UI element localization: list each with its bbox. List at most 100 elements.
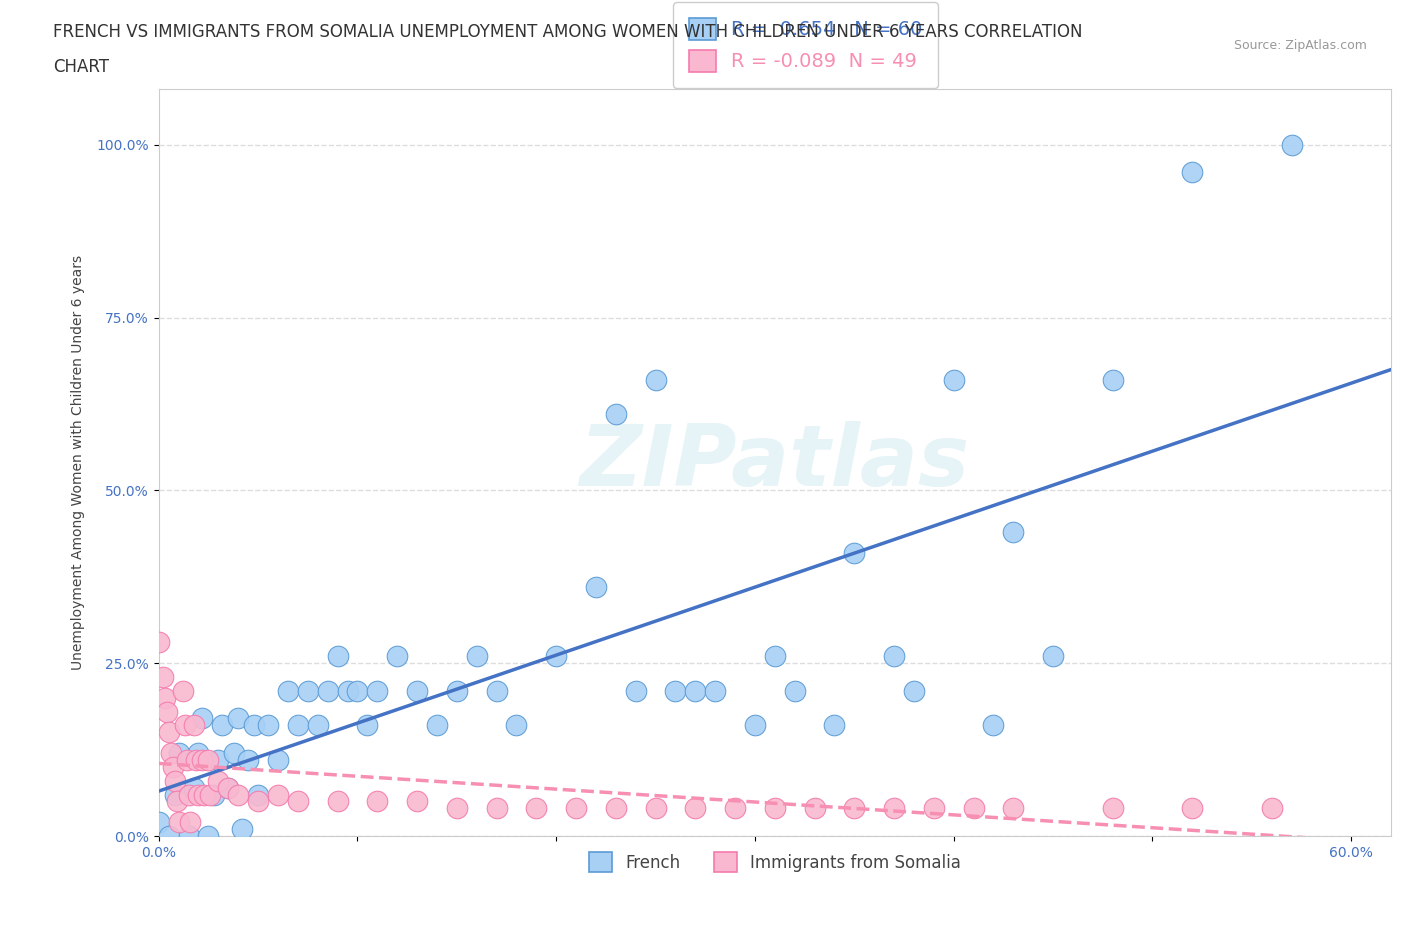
Point xyxy=(565,801,588,816)
Point xyxy=(346,684,368,698)
Point xyxy=(704,684,727,698)
Point xyxy=(152,670,174,684)
Point xyxy=(605,406,627,421)
Point xyxy=(366,684,388,698)
Point xyxy=(763,801,786,816)
Point xyxy=(297,684,319,698)
Y-axis label: Unemployment Among Women with Children Under 6 years: Unemployment Among Women with Children U… xyxy=(72,255,86,671)
Point xyxy=(624,684,647,698)
Point xyxy=(903,684,925,698)
Point xyxy=(157,724,180,739)
Point xyxy=(197,829,219,844)
Point xyxy=(187,787,209,802)
Point xyxy=(883,649,905,664)
Point xyxy=(177,787,200,802)
Point xyxy=(224,746,246,761)
Point xyxy=(226,711,249,726)
Point xyxy=(1261,801,1284,816)
Point xyxy=(187,746,209,761)
Point xyxy=(159,746,181,761)
Point xyxy=(217,780,239,795)
Point xyxy=(247,787,270,802)
Point xyxy=(1181,165,1204,179)
Point xyxy=(1101,801,1123,816)
Point xyxy=(803,801,825,816)
Point xyxy=(783,684,806,698)
Point xyxy=(231,821,253,836)
Point xyxy=(763,649,786,664)
Point xyxy=(326,649,349,664)
Point xyxy=(922,801,945,816)
Point xyxy=(191,711,214,726)
Point xyxy=(197,752,219,767)
Point xyxy=(585,579,607,594)
Point xyxy=(186,752,208,767)
Point xyxy=(505,718,527,733)
Point xyxy=(183,718,205,733)
Point xyxy=(744,718,766,733)
Point xyxy=(153,690,176,705)
Point xyxy=(664,684,686,698)
Point xyxy=(1002,801,1025,816)
Point xyxy=(446,801,468,816)
Point xyxy=(207,752,229,767)
Point xyxy=(546,649,568,664)
Point xyxy=(172,684,194,698)
Point xyxy=(307,718,329,733)
Point xyxy=(844,545,866,560)
Text: Source: ZipAtlas.com: Source: ZipAtlas.com xyxy=(1233,39,1367,52)
Point xyxy=(685,684,707,698)
Point xyxy=(191,752,214,767)
Point xyxy=(166,794,188,809)
Point xyxy=(962,801,984,816)
Point xyxy=(183,780,205,795)
Point xyxy=(156,704,179,719)
Point xyxy=(202,787,225,802)
Point xyxy=(277,684,299,698)
Point xyxy=(724,801,747,816)
Point xyxy=(644,372,666,387)
Point xyxy=(162,760,184,775)
Point xyxy=(179,815,201,830)
Point xyxy=(685,801,707,816)
Point xyxy=(226,787,249,802)
Text: FRENCH VS IMMIGRANTS FROM SOMALIA UNEMPLOYMENT AMONG WOMEN WITH CHILDREN UNDER 6: FRENCH VS IMMIGRANTS FROM SOMALIA UNEMPL… xyxy=(53,23,1083,41)
Point xyxy=(406,684,429,698)
Point xyxy=(406,794,429,809)
Point xyxy=(446,684,468,698)
Point xyxy=(267,787,290,802)
Point xyxy=(1042,649,1064,664)
Point xyxy=(157,829,180,844)
Point xyxy=(1181,801,1204,816)
Point xyxy=(148,815,170,830)
Point xyxy=(163,787,186,802)
Point xyxy=(485,801,508,816)
Point xyxy=(257,718,280,733)
Point xyxy=(287,718,309,733)
Point xyxy=(207,773,229,788)
Point xyxy=(983,718,1005,733)
Point xyxy=(366,794,388,809)
Point xyxy=(524,801,547,816)
Text: CHART: CHART xyxy=(53,58,110,75)
Point xyxy=(336,684,359,698)
Point xyxy=(1101,372,1123,387)
Point xyxy=(316,684,339,698)
Point xyxy=(387,649,409,664)
Point xyxy=(287,794,309,809)
Point xyxy=(1002,525,1025,539)
Point xyxy=(356,718,378,733)
Point xyxy=(176,752,198,767)
Point xyxy=(605,801,627,816)
Point xyxy=(844,801,866,816)
Point xyxy=(211,718,233,733)
Point xyxy=(167,746,190,761)
Point xyxy=(163,773,186,788)
Point xyxy=(167,815,190,830)
Point xyxy=(465,649,488,664)
Point xyxy=(193,787,215,802)
Point xyxy=(942,372,965,387)
Point xyxy=(485,684,508,698)
Point xyxy=(824,718,846,733)
Point xyxy=(883,801,905,816)
